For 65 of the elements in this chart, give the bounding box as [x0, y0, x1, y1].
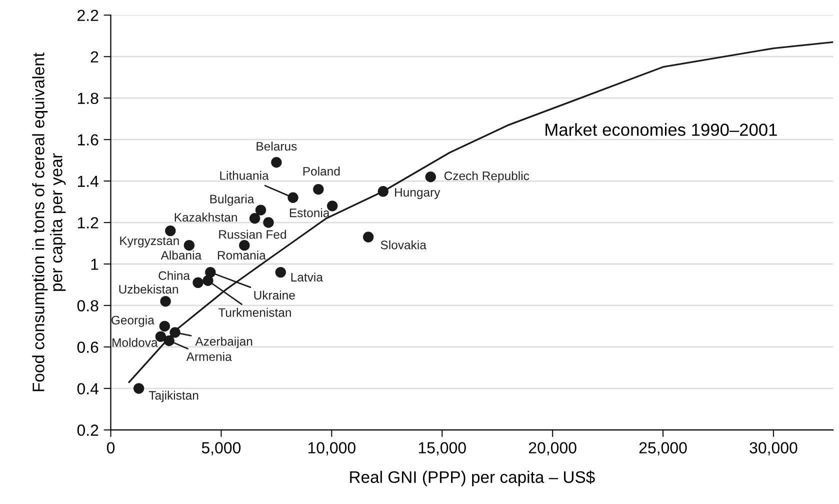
y-tick-label: 1.6 [78, 134, 98, 146]
annotation: Slovakia [380, 240, 426, 250]
annotation: Ukraine [254, 290, 295, 300]
point [192, 277, 204, 288]
y-tick-label: 0.4 [77, 383, 98, 394]
point [263, 217, 274, 228]
y-tick-label: 2.2 [78, 10, 98, 21]
annotation: Romania [218, 250, 266, 260]
annotation: Lithuania [220, 170, 269, 180]
annotation: Albania [160, 250, 202, 260]
point [159, 320, 170, 332]
annotation: Latvia [291, 272, 323, 282]
x-tick-label: 30,000 [750, 442, 798, 456]
annotation: Hungary [395, 188, 440, 200]
point [205, 266, 216, 278]
point [164, 335, 174, 346]
annotation: Azerbaijan [195, 336, 252, 348]
x-tick-label: 0 [106, 442, 115, 454]
annotation: Estonia [290, 208, 330, 218]
annotation: Moldova [112, 338, 158, 347]
point [275, 266, 286, 278]
x-tick-label: 15,000 [418, 442, 466, 456]
annotation: Tajikistan [148, 390, 198, 402]
annotation: Uzbekistan [119, 284, 178, 294]
y-tick-label: 1.2 [78, 217, 98, 228]
y-tick-label: 0.2 [77, 424, 98, 436]
x-tick-label: 25,000 [639, 442, 687, 456]
point [271, 157, 282, 168]
point [239, 240, 250, 251]
annotation: Bulgaria [210, 194, 254, 206]
annotation: Czech Republic [444, 171, 530, 183]
point [249, 213, 260, 224]
annotation: Poland [303, 166, 340, 176]
point [288, 192, 298, 203]
annotation: China [158, 270, 190, 280]
annotation: Belarus [256, 142, 297, 151]
y-tick-label: 0.8 [77, 300, 98, 312]
point [165, 225, 176, 236]
y-tick-label: 1.4 [78, 176, 98, 187]
annotation: Market economies 1990–2001 [546, 123, 777, 136]
x-tick-label: 5,000 [202, 442, 241, 456]
point [202, 275, 214, 286]
point [425, 172, 436, 182]
x-tick-label: 20,000 [528, 442, 576, 456]
x-tick-label: 10,000 [308, 442, 356, 456]
annotation: Russian Fed [219, 230, 286, 239]
annotation: Kazakhstan [174, 212, 237, 222]
point [160, 296, 171, 307]
annotation: Armenia [186, 352, 232, 362]
annotation: Turkmenistan [218, 308, 291, 317]
point [378, 186, 388, 197]
point [362, 232, 374, 242]
y-tick-label: 0.6 [77, 342, 98, 353]
y-tick-label: 1.8 [78, 92, 98, 104]
x-axis-title: Real GNI (PPP) per capita – US$ [350, 470, 595, 486]
point [133, 383, 144, 394]
y-tick-label: 2 [90, 51, 98, 62]
annotation: Georgia [112, 316, 154, 327]
point [170, 327, 180, 338]
point [313, 184, 324, 195]
y-tick-label: 1 [91, 258, 98, 270]
y-axis-title: Food consumption in tons of cereal equivalent per capita per year [32, 52, 66, 392]
point [184, 240, 195, 251]
point [255, 204, 266, 216]
annotation: Kyrgyzstan [120, 236, 179, 248]
